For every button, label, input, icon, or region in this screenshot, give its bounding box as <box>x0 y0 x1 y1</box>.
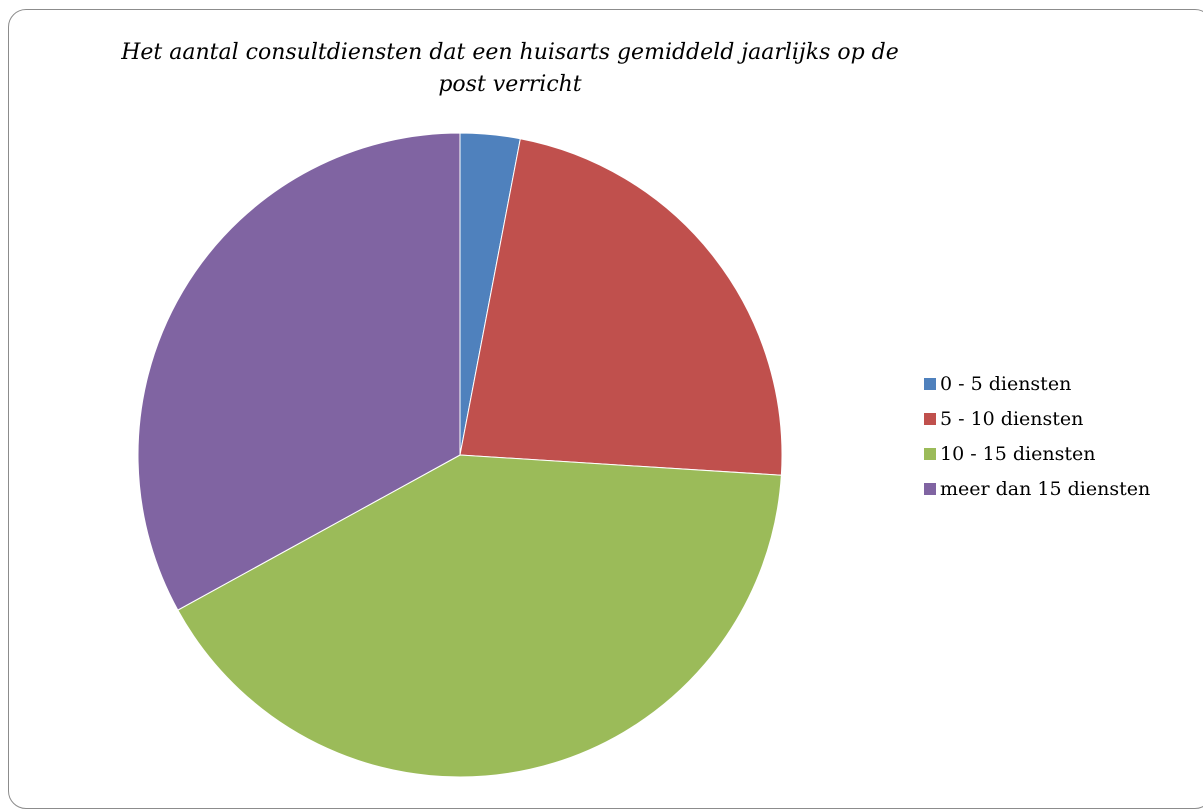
legend-label-0-5: 0 - 5 diensten <box>940 373 1072 395</box>
pie-slices <box>137 132 783 778</box>
legend-label-10-15: 10 - 15 diensten <box>940 443 1096 465</box>
legend-item-meer-dan-15: meer dan 15 diensten <box>924 474 1150 504</box>
legend-item-10-15: 10 - 15 diensten <box>924 439 1150 469</box>
legend-swatch-5-10 <box>924 413 936 425</box>
legend-swatch-meer-dan-15 <box>924 483 936 495</box>
pie-slice-10-15 <box>177 454 782 778</box>
legend-item-0-5: 0 - 5 diensten <box>924 369 1150 399</box>
legend-label-meer-dan-15: meer dan 15 diensten <box>940 478 1151 500</box>
chart-title: Het aantal consultdiensten dat een huisa… <box>121 40 899 97</box>
legend-swatch-0-5 <box>924 378 936 390</box>
pie-slice-5-10 <box>459 138 783 476</box>
legend-label-5-10: 5 - 10 diensten <box>940 408 1084 430</box>
legend-swatch-10-15 <box>924 448 936 460</box>
legend-item-5-10: 5 - 10 diensten <box>924 404 1150 434</box>
legend: 0 - 5 diensten 5 - 10 diensten 10 - 15 d… <box>924 369 1150 509</box>
pie-slice-meer-dan-15 <box>137 132 461 611</box>
